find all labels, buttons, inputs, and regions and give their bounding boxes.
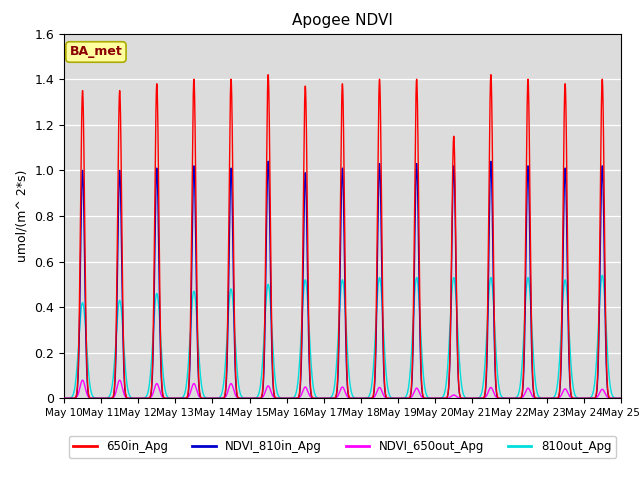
Text: BA_met: BA_met [70,46,122,59]
Title: Apogee NDVI: Apogee NDVI [292,13,393,28]
Y-axis label: umol/(m^ 2*s): umol/(m^ 2*s) [16,170,29,262]
Legend: 650in_Apg, NDVI_810in_Apg, NDVI_650out_Apg, 810out_Apg: 650in_Apg, NDVI_810in_Apg, NDVI_650out_A… [68,436,616,458]
